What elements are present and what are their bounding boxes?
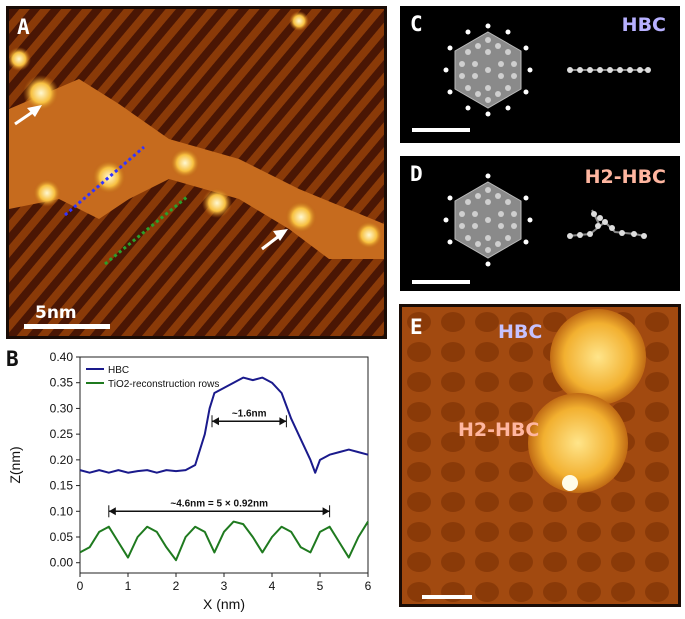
hbc-molecule-blob bbox=[550, 309, 646, 405]
h2-hbc-molecule-blob bbox=[528, 393, 628, 493]
legend-entry: HBC bbox=[108, 365, 129, 376]
hbc-side-view bbox=[567, 67, 651, 73]
x-tick-label: 2 bbox=[173, 579, 180, 593]
panel-letter-b: B bbox=[6, 347, 19, 371]
scale-bar-e bbox=[422, 595, 472, 599]
panel-letter-a: A bbox=[17, 15, 30, 39]
h2-hbc-side-view bbox=[567, 209, 647, 239]
panel-letter-e: E bbox=[410, 315, 423, 339]
annotation-arrowhead-right bbox=[322, 507, 330, 516]
hbc-molecule-model bbox=[412, 23, 651, 132]
panel-letter-c: C bbox=[410, 12, 423, 36]
panel-c: C HBC bbox=[400, 6, 680, 143]
scale-bar-a bbox=[24, 324, 110, 329]
height-profile-chart: 0 1 2 3 4 5 6 0.00 0.05 0.10 0.15 0.20 0.25 0.30 0.35 0… bbox=[7, 350, 372, 612]
y-tick-label: 0.20 bbox=[50, 453, 74, 467]
x-tick-label: 3 bbox=[221, 579, 228, 593]
annotation-arrowhead-left bbox=[108, 507, 116, 516]
hbc-top-view bbox=[443, 23, 533, 117]
x-tick-label: 1 bbox=[125, 579, 132, 593]
y-tick-label: 0.30 bbox=[50, 401, 74, 415]
y-tick-label: 0.05 bbox=[50, 530, 74, 544]
y-axis-label: Z(nm) bbox=[7, 446, 23, 483]
panel-d: D H2-HBC bbox=[400, 156, 680, 291]
panel-b-chart: B 0 1 2 3 4 5 6 0.00 0.05 0.10 0.15 0.20 0.25 0.30 0.3… bbox=[0, 343, 392, 615]
e-label-hbc: HBC bbox=[498, 321, 543, 343]
series-line-hbc bbox=[79, 376, 369, 474]
molecule-label-h2-hbc: H2-HBC bbox=[584, 166, 666, 188]
x-tick-label: 6 bbox=[365, 579, 372, 593]
y-tick-label: 0.15 bbox=[50, 479, 74, 493]
scale-bar-d bbox=[412, 280, 470, 284]
panel-a-stm-image: A 5nm bbox=[6, 6, 387, 339]
annotation-arrowhead-right bbox=[279, 417, 287, 426]
stm-image-a bbox=[9, 9, 384, 336]
series-line-tio2 bbox=[79, 520, 369, 562]
y-tick-label: 0.40 bbox=[50, 350, 74, 364]
x-tick-label: 5 bbox=[317, 579, 324, 593]
e-label-h2-hbc: H2-HBC bbox=[458, 419, 540, 441]
scale-bar-c bbox=[412, 128, 470, 132]
y-tick-label: 0.00 bbox=[50, 556, 74, 570]
legend-entry: TiO2-reconstruction rows bbox=[108, 379, 219, 390]
scale-label-a: 5nm bbox=[35, 303, 77, 323]
annotation-label: ~1.6nm bbox=[232, 408, 267, 419]
y-tick-label: 0.10 bbox=[50, 504, 74, 518]
panel-letter-d: D bbox=[410, 162, 423, 186]
annotation-label: ~4.6nm = 5 × 0.92nm bbox=[170, 498, 268, 509]
annotation-arrowhead-left bbox=[212, 417, 219, 426]
x-axis-label: X (nm) bbox=[203, 596, 245, 612]
x-tick-label: 0 bbox=[77, 579, 84, 593]
molecule-label-hbc: HBC bbox=[621, 14, 666, 36]
y-tick-label: 0.25 bbox=[50, 427, 74, 441]
y-tick-label: 0.35 bbox=[50, 376, 74, 390]
h2-hbc-molecule-model bbox=[412, 173, 647, 284]
panel-e-stm-image: E HBC H2-HBC bbox=[399, 304, 681, 607]
x-tick-label: 4 bbox=[269, 579, 276, 593]
h2-hbc-top-view bbox=[443, 173, 533, 267]
stm-image-e bbox=[402, 307, 678, 604]
